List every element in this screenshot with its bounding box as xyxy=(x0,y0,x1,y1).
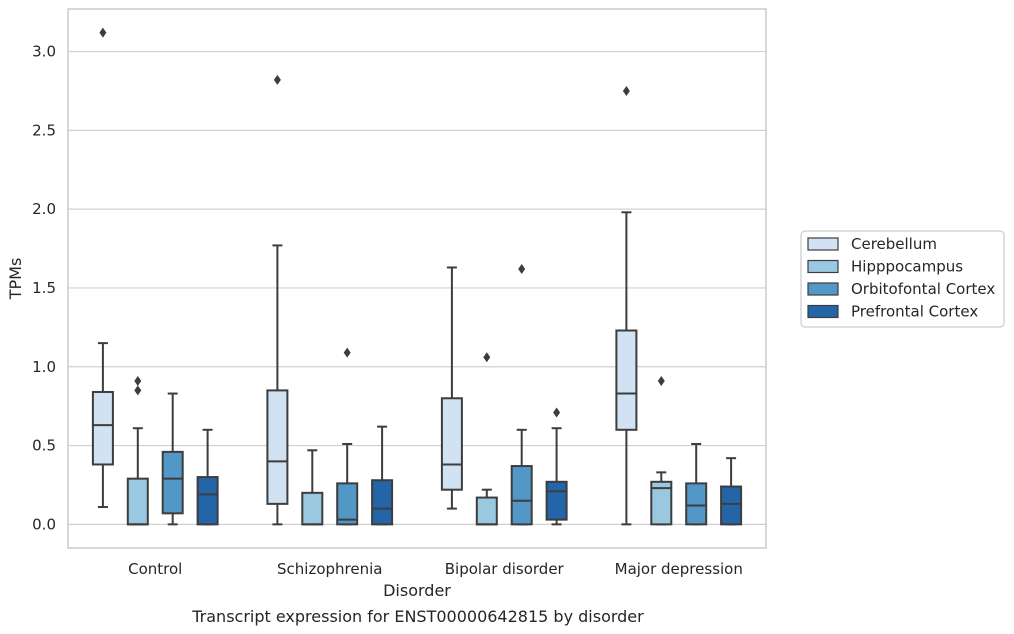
legend-swatch xyxy=(807,259,839,274)
outlier-point xyxy=(99,27,107,38)
box-body xyxy=(126,477,149,526)
outlier-point xyxy=(273,74,281,85)
box-1-2 xyxy=(475,352,498,526)
x-tick-label: Schizophrenia xyxy=(277,560,382,578)
legend-label: Orbitofontal Cortex xyxy=(851,280,995,298)
x-tick-label: Major depression xyxy=(615,560,743,578)
outlier-point xyxy=(483,352,491,363)
grid-lines xyxy=(68,50,766,525)
box-2-0 xyxy=(161,392,184,526)
outlier-point xyxy=(518,264,526,275)
legend-label: Hipppocampus xyxy=(851,258,963,276)
box-body xyxy=(161,450,184,515)
box-0-0 xyxy=(91,27,114,509)
y-tick-label: 2.0 xyxy=(32,200,56,218)
plot-frame xyxy=(67,8,767,549)
box-body xyxy=(685,482,708,526)
box-0-2 xyxy=(440,266,463,510)
box-3-3 xyxy=(720,457,743,526)
outlier-point xyxy=(657,375,665,386)
y-tick-label: 1.5 xyxy=(32,279,56,297)
box-0-3 xyxy=(615,85,638,526)
legend-swatch xyxy=(807,282,839,296)
box-1-0 xyxy=(126,375,149,526)
legend-label: Prefrontal Cortex xyxy=(851,303,978,321)
box-body xyxy=(336,482,359,526)
box-body xyxy=(615,329,638,431)
y-tick-label: 0.5 xyxy=(32,437,56,455)
legend: Cerebellum Hipppocampus Orbitofontal Corte… xyxy=(800,230,1005,328)
x-axis-title: Disorder xyxy=(383,581,451,600)
outlier-point xyxy=(622,85,630,96)
y-tick-label: 3.0 xyxy=(32,43,56,61)
chart-caption: Transcript expression for ENST0000064281… xyxy=(191,607,644,626)
box-body xyxy=(91,390,114,466)
outlier-point xyxy=(134,385,142,396)
box-2-1 xyxy=(336,347,359,526)
box-0-1 xyxy=(266,74,289,526)
box-2-2 xyxy=(510,264,533,526)
box-groups xyxy=(91,27,743,526)
outlier-point xyxy=(553,407,561,418)
box-body xyxy=(510,465,533,526)
box-1-3 xyxy=(650,375,673,526)
legend-swatch xyxy=(807,237,839,251)
x-tick-labels: Control Schizophrenia Bipolar disorder Majo… xyxy=(128,560,743,578)
outlier-point xyxy=(343,347,351,358)
box-3-1 xyxy=(371,425,394,526)
box-body xyxy=(371,479,394,526)
outlier-point xyxy=(134,375,142,386)
y-tick-labels: 0.0 0.5 1.0 1.5 2.0 2.5 3.0 xyxy=(32,43,56,534)
box-body xyxy=(266,389,289,505)
x-tick-label: Control xyxy=(128,560,182,578)
y-axis-title: TPMs xyxy=(6,258,25,301)
box-3-0 xyxy=(196,428,219,526)
box-3-2 xyxy=(545,407,568,526)
legend-frame xyxy=(800,230,1005,328)
legend-swatch xyxy=(807,304,839,319)
y-tick-label: 2.5 xyxy=(32,121,56,139)
y-tick-label: 0.0 xyxy=(32,515,56,533)
box-1-1 xyxy=(301,449,324,526)
box-body xyxy=(475,496,498,526)
box-body xyxy=(301,491,324,526)
box-body xyxy=(196,476,219,526)
box-2-3 xyxy=(685,442,708,526)
box-body xyxy=(545,480,568,521)
legend-label: Cerebellum xyxy=(851,235,937,253)
x-tick-label: Bipolar disorder xyxy=(445,560,565,578)
y-tick-label: 1.0 xyxy=(32,358,56,376)
box-body xyxy=(720,485,743,526)
box-body xyxy=(650,480,673,526)
box-body xyxy=(440,397,463,491)
